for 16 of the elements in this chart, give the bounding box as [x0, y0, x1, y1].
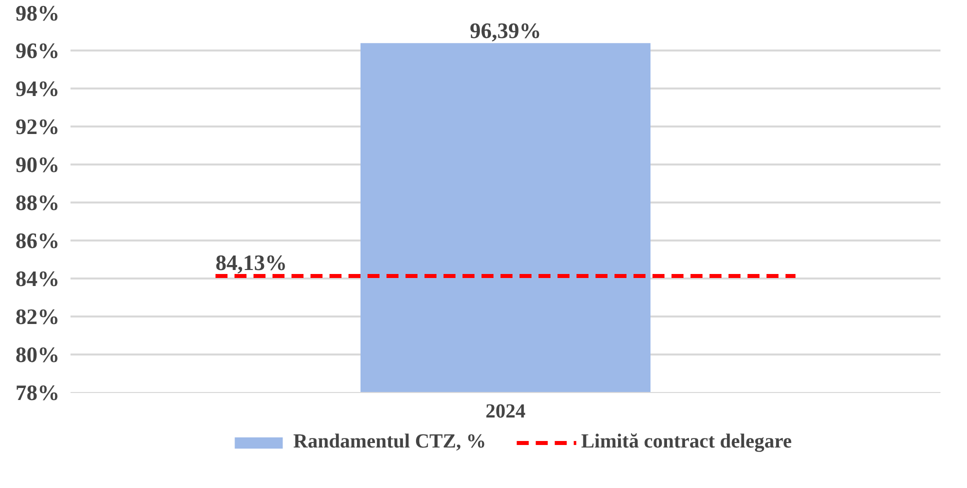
- y-tick-label: 92%: [16, 114, 60, 139]
- y-tick-label: 80%: [16, 342, 60, 367]
- y-tick-label: 96%: [16, 38, 60, 63]
- y-tick-label: 78%: [16, 380, 60, 405]
- y-tick-label: 98%: [16, 0, 60, 26]
- y-tick-label: 90%: [16, 152, 60, 177]
- y-tick-label: 94%: [16, 76, 60, 101]
- data-label: 96,39%: [470, 18, 542, 44]
- x-tick-label: 2024: [486, 400, 526, 422]
- legend-label: Limită contract delegare: [581, 430, 792, 454]
- y-tick-label: 88%: [16, 190, 60, 215]
- y-tick-label: 86%: [16, 228, 60, 253]
- y-tick-label: 82%: [16, 304, 60, 329]
- legend-label: Randamentul CTZ, %: [293, 430, 486, 454]
- annotation: 84,13%: [216, 250, 287, 276]
- y-tick-label: 84%: [16, 266, 60, 291]
